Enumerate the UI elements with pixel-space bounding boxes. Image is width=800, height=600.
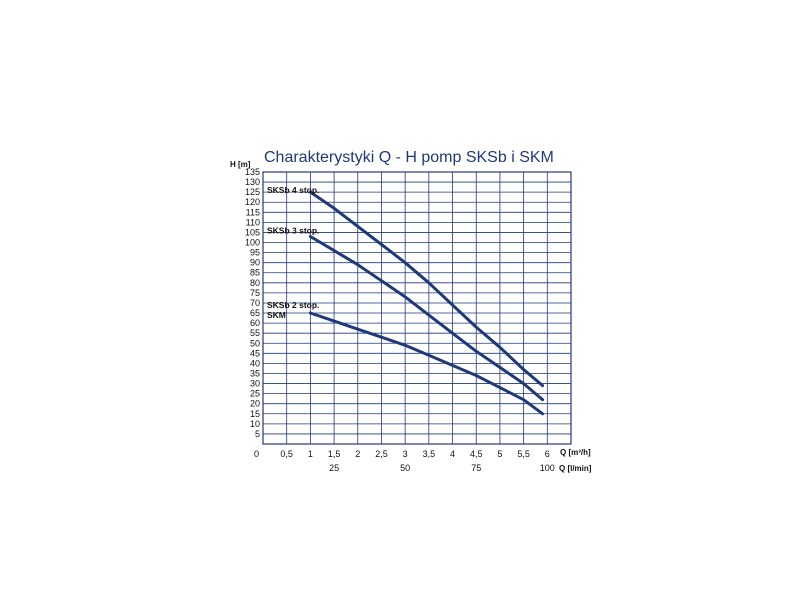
y-tick-label: 115	[246, 207, 260, 217]
x-tick-label: 0,5	[280, 449, 293, 459]
y-tick-label: 60	[250, 318, 260, 328]
y-tick-label: 120	[245, 197, 260, 207]
x-tick-label: 0	[254, 449, 259, 459]
x-tick-label: 4,5	[470, 449, 483, 459]
y-tick-label: 125	[245, 187, 260, 197]
series-line	[308, 311, 545, 416]
series-label: SKSb 4 stop.	[267, 185, 319, 195]
x-tick-label: 5,5	[517, 449, 530, 459]
y-axis-ticks: 5101520253035404550556065707580859095100…	[245, 167, 260, 439]
extra-label: SKM	[267, 310, 286, 320]
x2-tick-label: 75	[471, 463, 481, 473]
y-tick-label: 65	[250, 308, 260, 318]
y-tick-label: 100	[245, 238, 260, 248]
y-tick-label: 50	[250, 338, 260, 348]
y-tick-label: 40	[250, 358, 260, 368]
y-tick-label: 30	[250, 379, 260, 389]
x-tick-label: 1	[308, 449, 313, 459]
x-tick-label: 3	[403, 449, 408, 459]
series-line	[308, 235, 545, 402]
y-tick-label: 95	[250, 248, 260, 258]
y-tick-label: 35	[250, 368, 260, 378]
series-label: SKSb 2 stop.	[267, 300, 319, 310]
y-tick-label: 20	[250, 399, 260, 409]
x2-axis-label: Q [l/min]	[559, 464, 592, 473]
y-tick-label: 85	[250, 268, 260, 278]
x-tick-label: 6	[545, 449, 550, 459]
plot-frame	[262, 171, 572, 445]
y-tick-label: 25	[250, 389, 260, 399]
series-labels: SKSb 4 stop. SKSb 3 stop. SKSb 2 stop.SKM	[267, 185, 319, 320]
y-tick-label: 80	[250, 278, 260, 288]
y-axis-label: H [m]	[230, 160, 251, 169]
y-tick-label: 5	[255, 429, 260, 439]
x-axis-label: Q [m³/h]	[560, 448, 591, 457]
y-tick-label: 45	[250, 348, 260, 358]
x2-tick-label: 50	[400, 463, 410, 473]
y-tick-label: 90	[250, 258, 260, 268]
y-tick-label: 15	[250, 409, 260, 419]
x-tick-label: 3,5	[423, 449, 436, 459]
x2-tick-label: 25	[329, 463, 339, 473]
chart-title: Charakterystyki Q - H pomp SKSb i SKM	[264, 149, 554, 166]
x2-axis-ticks: 25 50 75 100	[329, 463, 555, 473]
y-tick-label: 75	[250, 288, 260, 298]
chart-series	[308, 190, 545, 416]
x-tick-label: 2	[355, 449, 360, 459]
y-tick-label: 55	[250, 328, 260, 338]
y-tick-label: 10	[250, 419, 260, 429]
y-tick-label: 105	[245, 227, 260, 237]
y-tick-label: 135	[245, 167, 260, 177]
x-tick-label: 5	[497, 449, 502, 459]
x-tick-label: 2,5	[375, 449, 388, 459]
y-tick-label: 130	[245, 177, 260, 187]
x-tick-label: 4	[450, 449, 455, 459]
x2-tick-label: 100	[540, 463, 555, 473]
y-tick-label: 110	[246, 217, 260, 227]
series-line	[308, 190, 545, 388]
series-label: SKSb 3 stop.	[267, 225, 319, 235]
x-axis-ticks: 0 0,5 1 1,5 2 2,5 3 3,5 4 4,5 5 5,5 6	[254, 449, 550, 459]
x-tick-label: 1,5	[328, 449, 341, 459]
y-tick-label: 70	[250, 298, 260, 308]
